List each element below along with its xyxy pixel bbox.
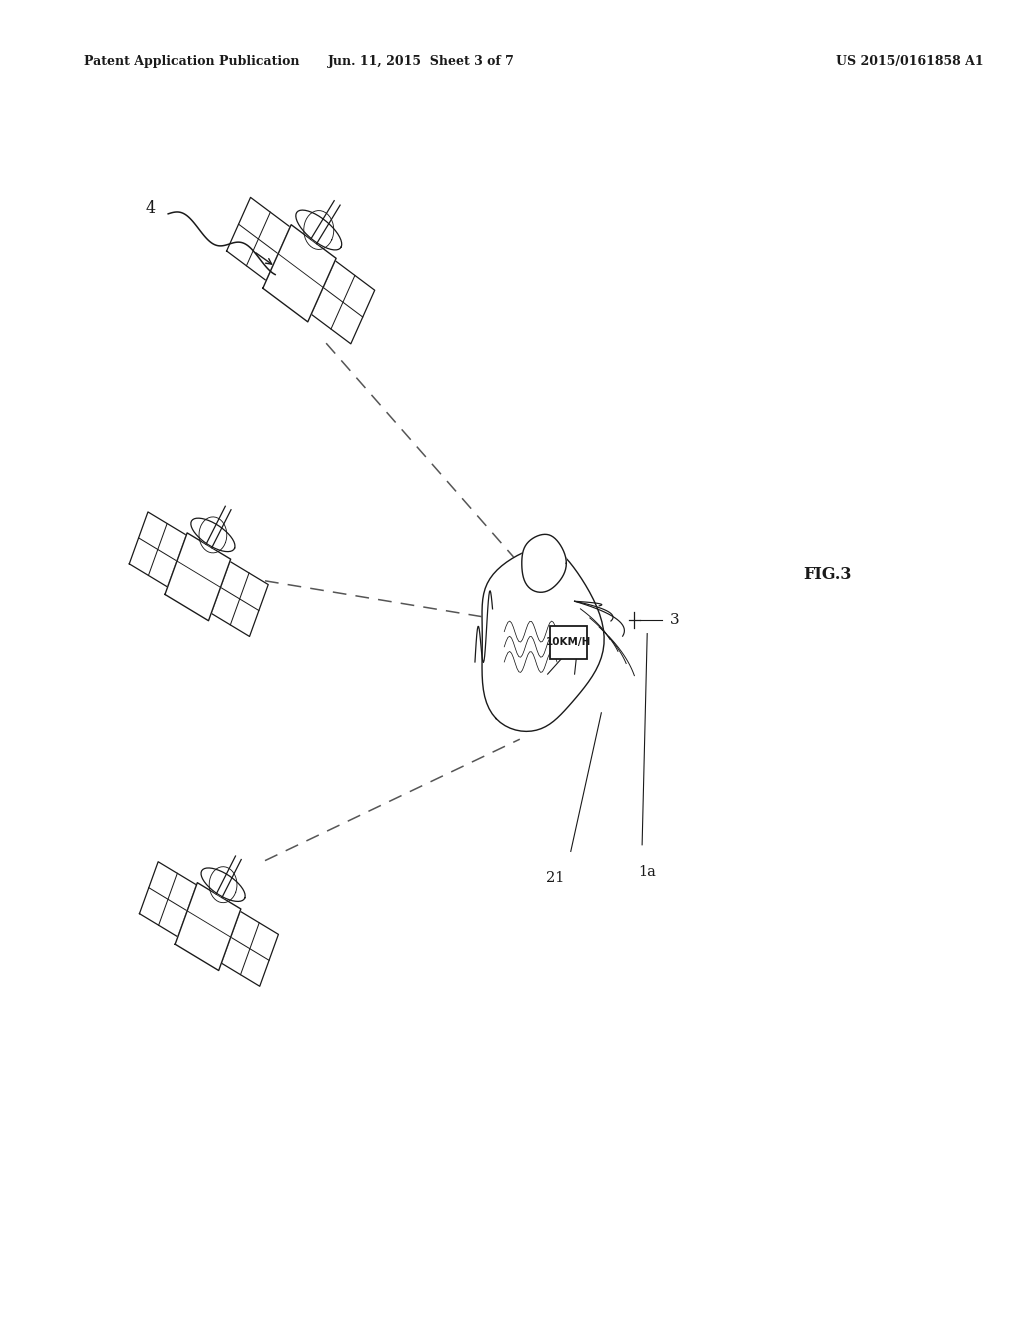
Polygon shape [175,883,241,970]
Text: 10KM/H: 10KM/H [546,638,592,647]
Polygon shape [129,512,186,587]
Text: 21: 21 [546,871,564,886]
Polygon shape [201,869,245,902]
Polygon shape [482,546,604,731]
Polygon shape [311,260,375,343]
Polygon shape [139,862,197,937]
Polygon shape [165,533,230,620]
Text: Jun. 11, 2015  Sheet 3 of 7: Jun. 11, 2015 Sheet 3 of 7 [328,55,514,69]
Polygon shape [221,911,279,986]
Polygon shape [522,535,566,593]
Polygon shape [263,224,336,322]
Text: 1a: 1a [638,865,656,879]
Polygon shape [211,561,268,636]
Polygon shape [226,198,290,281]
Text: FIG.3: FIG.3 [803,566,852,582]
Text: 3: 3 [670,614,679,627]
Bar [550,626,588,659]
Text: 4: 4 [145,201,156,216]
Polygon shape [190,519,234,552]
Text: Patent Application Publication: Patent Application Publication [84,55,299,69]
Text: US 2015/0161858 A1: US 2015/0161858 A1 [836,55,983,69]
Polygon shape [296,210,342,249]
